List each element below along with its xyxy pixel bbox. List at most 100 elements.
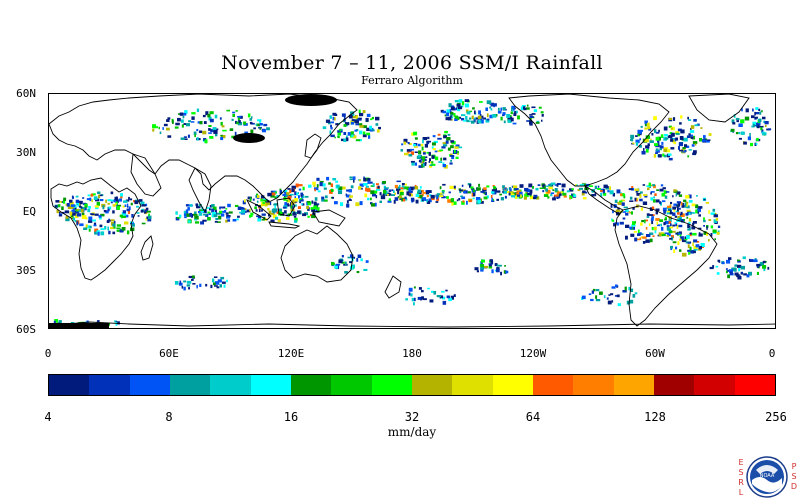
rain-pixel xyxy=(431,290,434,293)
rain-pixel xyxy=(581,295,586,300)
rain-pixel xyxy=(545,192,549,196)
colorbar-swatch xyxy=(613,375,654,395)
rain-pixel xyxy=(485,118,490,123)
rain-pixel xyxy=(251,116,253,119)
rain-pixel xyxy=(122,215,126,218)
rain-pixel xyxy=(362,134,367,138)
rain-pixel xyxy=(76,212,80,214)
rain-pixel xyxy=(197,121,201,124)
rain-pixel xyxy=(594,185,598,190)
rain-pixel xyxy=(123,200,128,203)
rain-pixel xyxy=(657,136,661,141)
rain-pixel xyxy=(330,127,333,130)
rain-pixel xyxy=(131,223,135,227)
rain-pixel xyxy=(72,196,74,200)
noaa-badge-text: NOAA xyxy=(760,473,775,479)
rain-pixel xyxy=(366,188,371,192)
rain-pixel xyxy=(692,222,695,226)
rain-pixel xyxy=(350,121,355,125)
rain-pixel xyxy=(475,117,480,120)
rain-pixel xyxy=(219,210,223,215)
rain-pixel xyxy=(625,224,630,228)
rain-pixel xyxy=(526,104,529,107)
rain-pixel xyxy=(479,201,484,204)
rain-pixel xyxy=(413,146,418,148)
rain-pixel xyxy=(697,227,702,230)
rain-pixel xyxy=(640,236,643,239)
rain-pixel xyxy=(338,190,343,195)
rain-pixel xyxy=(112,204,116,207)
rain-pixel xyxy=(353,120,356,123)
rain-pixel xyxy=(66,203,70,207)
rain-pixel xyxy=(439,186,442,190)
rain-pixel xyxy=(208,132,212,134)
rain-pixel xyxy=(756,263,761,267)
rain-pixel xyxy=(128,206,131,211)
rain-pixel xyxy=(269,212,274,215)
rain-pixel xyxy=(467,120,471,123)
rain-pixel xyxy=(703,198,706,201)
rain-pixel xyxy=(650,197,654,201)
rain-pixel xyxy=(126,208,130,212)
rain-pixel xyxy=(661,192,665,197)
rain-pixel xyxy=(502,191,504,193)
rain-pixel xyxy=(675,131,680,134)
rainfall-map xyxy=(48,93,776,329)
rain-pixel xyxy=(198,209,203,211)
rain-pixel xyxy=(710,233,713,237)
rain-pixel xyxy=(186,280,192,284)
rain-pixel xyxy=(738,131,741,135)
rain-pixel xyxy=(116,227,121,230)
rain-pixel xyxy=(641,150,646,155)
rain-pixel xyxy=(620,199,625,202)
rain-pixel xyxy=(346,200,349,204)
rain-pixel xyxy=(667,135,673,139)
rain-pixel xyxy=(372,183,375,187)
rain-pixel xyxy=(592,288,596,292)
rain-pixel xyxy=(762,116,766,120)
rain-pixel xyxy=(94,205,99,208)
rain-pixel xyxy=(597,185,600,188)
rain-pixel xyxy=(680,115,683,119)
rain-pixel xyxy=(330,183,333,188)
rain-pixel xyxy=(341,113,346,117)
rain-pixel xyxy=(179,214,182,218)
rain-pixel xyxy=(753,259,758,263)
rain-pixel xyxy=(57,200,60,203)
rain-pixel xyxy=(713,219,717,223)
rain-pixel xyxy=(603,188,605,192)
rain-pixel xyxy=(238,120,241,124)
rain-pixel xyxy=(521,105,526,107)
rain-pixel xyxy=(429,299,434,303)
rain-pixel xyxy=(703,225,705,227)
rain-pixel xyxy=(80,206,83,209)
rain-pixel xyxy=(659,201,662,205)
rain-pixel xyxy=(665,191,670,193)
rain-pixel xyxy=(237,122,243,126)
rain-pixel xyxy=(477,115,482,119)
rain-pixel xyxy=(664,195,668,199)
rain-pixel xyxy=(729,269,733,273)
rain-pixel xyxy=(660,184,664,187)
colorbar-label-256: 256 xyxy=(765,410,787,424)
rain-pixel xyxy=(698,248,701,251)
rain-pixel xyxy=(58,320,62,324)
rain-pixel xyxy=(668,157,673,161)
rain-pixel xyxy=(524,193,529,198)
rain-pixel xyxy=(762,265,767,269)
rain-pixel xyxy=(368,135,371,139)
rain-pixel xyxy=(94,231,99,235)
rain-pixel xyxy=(657,143,660,146)
rain-pixel xyxy=(655,148,659,152)
rain-pixel xyxy=(650,138,652,142)
rain-pixel xyxy=(646,234,651,237)
rain-pixel xyxy=(93,224,97,227)
rain-pixel xyxy=(413,186,416,190)
rain-pixel xyxy=(202,219,207,222)
rain-pixel xyxy=(634,292,638,295)
colorbar-swatch xyxy=(250,375,291,395)
rain-pixel xyxy=(582,190,586,194)
rain-pixel xyxy=(270,193,275,198)
rain-pixel xyxy=(653,184,656,189)
rain-pixel xyxy=(510,117,514,122)
